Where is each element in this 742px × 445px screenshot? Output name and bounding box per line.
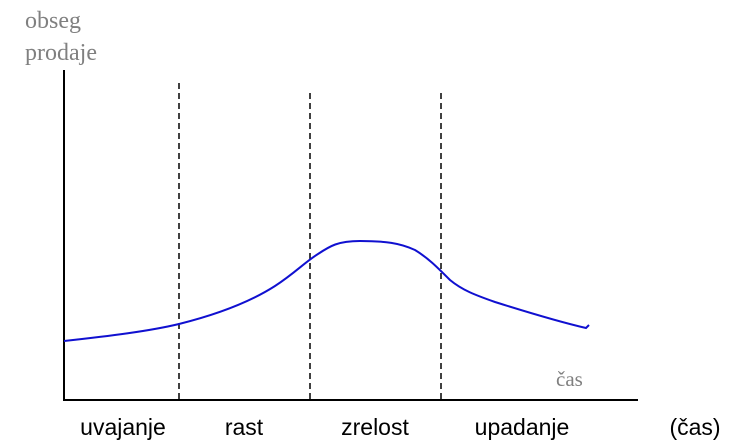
stage-label: uvajanje xyxy=(80,414,166,440)
x-axis-label: čas xyxy=(556,367,583,391)
stage-label: zrelost xyxy=(341,414,409,440)
stage-label: rast xyxy=(225,414,264,440)
x-axis-caption: (čas) xyxy=(669,414,720,440)
y-axis-label: prodaje xyxy=(25,40,97,66)
y-axis-label: obseg xyxy=(25,8,81,34)
sales-curve xyxy=(63,239,590,342)
stage-label: upadanje xyxy=(475,414,570,440)
